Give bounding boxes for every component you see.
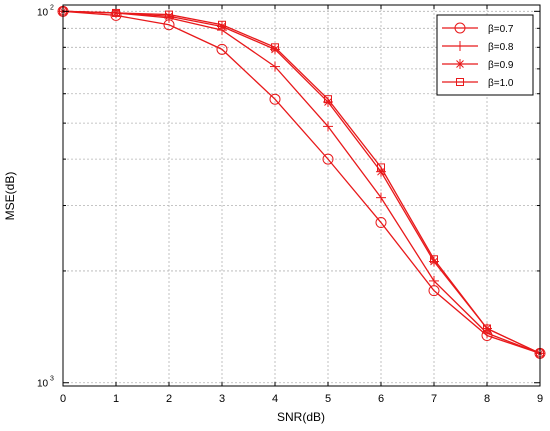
data-point: [377, 163, 385, 172]
y-tick-label-base: 10: [37, 379, 49, 390]
data-point: [324, 95, 332, 104]
x-tick-label: 0: [60, 393, 66, 405]
data-point: [322, 153, 334, 165]
data-point: [216, 43, 228, 55]
legend-label: β=0.8: [488, 42, 514, 53]
x-tick-label: 9: [537, 393, 543, 405]
legend-item-beta-08: β=0.8: [442, 41, 514, 53]
x-tick-label: 8: [484, 393, 490, 405]
data-point: [271, 43, 279, 52]
data-point: [218, 20, 226, 29]
legend-marker: [455, 59, 465, 69]
x-tick-label: 1: [113, 393, 119, 405]
series-line: [62, 10, 541, 354]
legend-marker: [456, 78, 464, 86]
x-axis-label: SNR(dB): [277, 410, 325, 424]
legend-label: β=0.7: [488, 24, 514, 35]
data-point: [375, 217, 387, 229]
legend-item-beta-07: β=0.7: [442, 22, 514, 35]
data-point: [483, 324, 491, 333]
x-tick-labels: 0 1 2 3 4 5 6 7 8 9: [60, 393, 543, 405]
data-point: [376, 166, 386, 177]
y-tick-label: 10 3: [37, 376, 54, 390]
x-tick-label: 5: [325, 393, 331, 405]
x-tick-label: 4: [272, 393, 278, 405]
y-tick-label-exponent: 2: [50, 4, 54, 11]
series-line: [62, 10, 541, 354]
plot-frame: [62, 4, 541, 387]
data-point: [112, 8, 120, 17]
axis-ticks: [62, 5, 541, 386]
legend-label: β=1.0: [488, 78, 514, 89]
x-tick-label: 3: [219, 393, 225, 405]
legend-marker: [455, 41, 465, 51]
legend-label: β=0.9: [488, 60, 514, 71]
data-point: [270, 61, 280, 72]
legend-item-beta-10: β=1.0: [442, 78, 514, 89]
legend-marker: [454, 22, 466, 34]
series-line: [62, 10, 541, 354]
legend: β=0.7 β=0.8 β=0.9 β=1.0: [436, 14, 534, 96]
y-axis-label: MSE(dB): [3, 172, 17, 221]
data-point: [376, 192, 386, 203]
legend-box: [436, 14, 534, 96]
series-line: [62, 10, 541, 354]
data-point: [323, 121, 333, 132]
x-tick-label: 2: [166, 393, 172, 405]
data-point: [430, 255, 438, 264]
y-tick-label-exponent: 3: [50, 376, 54, 383]
data-point: [269, 93, 281, 105]
grid-lines: [63, 5, 540, 386]
legend-item-beta-09: β=0.9: [442, 59, 514, 71]
x-tick-label: 7: [431, 393, 437, 405]
y-tick-label-base: 10: [37, 7, 49, 18]
x-tick-label: 6: [378, 393, 384, 405]
data-point: [429, 275, 439, 286]
data-point: [165, 10, 173, 19]
y-tick-label: 10 2: [37, 4, 54, 18]
